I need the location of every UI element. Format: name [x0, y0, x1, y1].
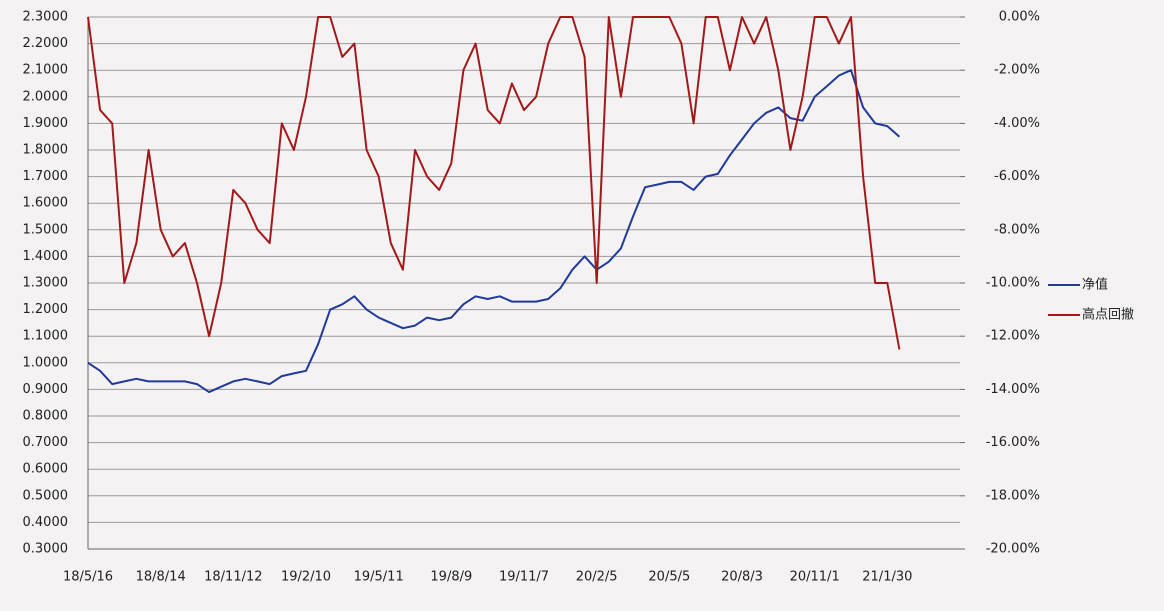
series-line: [87, 16, 901, 350]
y2-tick-label: -16.00%: [986, 435, 1040, 450]
x-tick-label: 19/2/10: [281, 570, 331, 585]
y-tick-label: 0.3000: [23, 542, 69, 557]
y2-tick-label: -2.00%: [994, 63, 1040, 78]
y-tick-label: 1.6000: [23, 196, 69, 211]
x-tick-label: 19/11/7: [499, 570, 549, 585]
legend-label: 高点回撤: [1082, 307, 1134, 323]
y-tick-label: 2.2000: [23, 36, 69, 51]
y2-tick-label: -14.00%: [986, 382, 1040, 397]
y-tick-label: 2.3000: [23, 10, 69, 25]
x-tick-label: 20/5/5: [648, 570, 690, 585]
y-tick-label: 0.6000: [23, 462, 69, 477]
x-tick-label: 19/5/11: [354, 570, 404, 585]
legend-label: 净值: [1082, 277, 1108, 293]
y2-tick-label: -10.00%: [986, 276, 1040, 291]
y-tick-label: 1.8000: [23, 143, 69, 158]
y-tick-label: 1.4000: [23, 249, 69, 264]
x-tick-label: 18/11/12: [204, 570, 262, 585]
x-tick-label: 20/8/3: [721, 570, 763, 585]
y-tick-label: 2.1000: [23, 63, 69, 78]
x-tick-label: 21/1/30: [862, 570, 912, 585]
y-tick-label: 0.8000: [23, 409, 69, 424]
y-tick-label: 0.9000: [23, 382, 69, 397]
y2-tick-label: -6.00%: [994, 169, 1040, 184]
y-tick-label: 1.9000: [23, 116, 69, 131]
y-tick-label: 1.0000: [23, 355, 69, 370]
y-tick-label: 1.3000: [23, 276, 69, 291]
y2-tick-label: -12.00%: [986, 329, 1040, 344]
y2-tick-label: 0.00%: [999, 10, 1040, 25]
y2-tick-label: -8.00%: [994, 222, 1040, 237]
x-tick-label: 18/8/14: [136, 570, 186, 585]
y-tick-label: 0.5000: [23, 488, 69, 503]
x-tick-label: 20/11/1: [790, 570, 840, 585]
y2-tick-label: -20.00%: [986, 542, 1040, 557]
y-tick-label: 1.7000: [23, 169, 69, 184]
y2-tick-label: -18.00%: [986, 488, 1040, 503]
y-tick-label: 2.0000: [23, 89, 69, 104]
y-tick-label: 0.4000: [23, 515, 69, 530]
y-tick-label: 1.1000: [23, 329, 69, 344]
x-tick-label: 20/2/5: [576, 570, 618, 585]
y-tick-label: 1.5000: [23, 222, 69, 237]
y-tick-label: 0.7000: [23, 435, 69, 450]
x-tick-label: 19/8/9: [430, 570, 472, 585]
y2-tick-label: -4.00%: [994, 116, 1040, 131]
x-tick-label: 18/5/16: [63, 570, 113, 585]
series-line: [87, 69, 901, 394]
y-tick-label: 1.2000: [23, 302, 69, 317]
